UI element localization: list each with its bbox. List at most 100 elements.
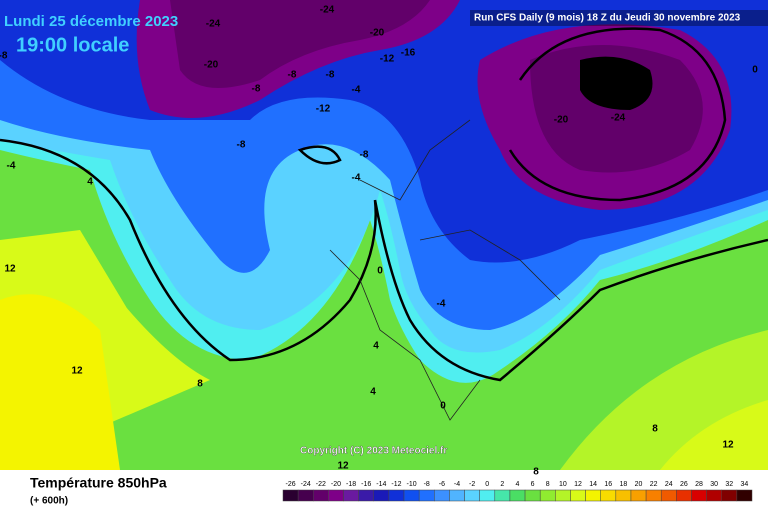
scale-cell bbox=[403, 489, 420, 502]
scale-cell bbox=[706, 489, 722, 502]
scale-label: 14 bbox=[589, 481, 597, 488]
scale-label: -14 bbox=[376, 481, 386, 488]
scale-cell bbox=[721, 489, 738, 502]
scale-cell bbox=[585, 489, 601, 502]
contour-label: -28 bbox=[603, 75, 618, 86]
scale-label: 28 bbox=[695, 481, 703, 488]
run-box bbox=[470, 10, 768, 26]
scale-cell bbox=[343, 489, 359, 502]
scale-cell bbox=[539, 489, 556, 502]
scale-cell bbox=[464, 489, 480, 502]
scale-cell bbox=[615, 489, 632, 502]
contour-label: 0 bbox=[440, 401, 446, 412]
contour-label: -20 bbox=[370, 28, 385, 39]
scale-label: -8 bbox=[424, 481, 430, 488]
contour-label: 0 bbox=[752, 65, 758, 76]
scale-label: 6 bbox=[531, 481, 535, 488]
scale-cell bbox=[373, 489, 390, 502]
contour-label: 0 bbox=[377, 266, 383, 277]
footer-title: Température 850hPa bbox=[30, 475, 167, 491]
scale-label: 20 bbox=[635, 481, 643, 488]
scale-label: -24 bbox=[301, 481, 311, 488]
scale-cell bbox=[449, 489, 465, 502]
contour-label: -8 bbox=[360, 150, 369, 161]
scale-cell bbox=[297, 489, 314, 502]
contour-label: -24 bbox=[320, 5, 335, 16]
contour-label: 12 bbox=[337, 461, 349, 472]
contour-label: -24 bbox=[611, 113, 626, 124]
scale-label: 32 bbox=[725, 481, 733, 488]
contour-label: -12 bbox=[380, 54, 395, 65]
scale-cell bbox=[418, 489, 435, 502]
scale-cell bbox=[736, 489, 753, 502]
contour-label: 12 bbox=[71, 366, 83, 377]
scale-label: 0 bbox=[485, 481, 489, 488]
scale-cell bbox=[660, 489, 677, 502]
scale-label: 26 bbox=[680, 481, 688, 488]
scale-label: 18 bbox=[620, 481, 628, 488]
contour-label: -8 bbox=[0, 51, 8, 62]
scale-cell bbox=[524, 489, 541, 502]
contour-label: -8 bbox=[288, 70, 297, 81]
scale-cell bbox=[509, 489, 526, 502]
contour-label: -8 bbox=[326, 70, 335, 81]
map-field bbox=[0, 0, 768, 470]
contour-label: -16 bbox=[401, 48, 416, 59]
scale-label: 4 bbox=[516, 481, 520, 488]
contour-label: -20 bbox=[554, 115, 569, 126]
scale-cell bbox=[555, 489, 571, 502]
footer-lead: (+ 600h) bbox=[30, 496, 68, 507]
contour-label: -8 bbox=[237, 140, 246, 151]
scale-cell bbox=[358, 489, 375, 502]
copyright: Copyright (C) 2023 Meteociel.fr bbox=[300, 446, 447, 457]
contour-label: -24 bbox=[206, 19, 221, 30]
scale-label: 30 bbox=[710, 481, 718, 488]
contour-label: -4 bbox=[7, 161, 16, 172]
time-label: 19:00 locale bbox=[16, 34, 129, 56]
contour-label: 4 bbox=[87, 177, 93, 188]
scale-label: 12 bbox=[574, 481, 582, 488]
scale-label: -26 bbox=[286, 481, 296, 488]
contour-label: 12 bbox=[4, 264, 16, 275]
contour-label: -12 bbox=[316, 104, 331, 115]
scale-cell bbox=[691, 489, 707, 502]
scale-label: -18 bbox=[346, 481, 356, 488]
scale-cell bbox=[282, 489, 299, 502]
scale-label: -12 bbox=[391, 481, 401, 488]
scale-cell bbox=[645, 489, 662, 502]
contour-label: -4 bbox=[437, 299, 446, 310]
scale-label: -16 bbox=[361, 481, 371, 488]
scale-label: 10 bbox=[559, 481, 567, 488]
contour-label: -4 bbox=[352, 173, 361, 184]
scale-label: -22 bbox=[316, 481, 326, 488]
contour-label: 8 bbox=[197, 379, 203, 390]
scale-cell bbox=[434, 489, 450, 502]
scale-cell bbox=[570, 489, 586, 502]
contour-label: 8 bbox=[652, 424, 658, 435]
contour-label: 12 bbox=[722, 440, 734, 451]
contour-label: 4 bbox=[370, 387, 376, 398]
scale-label: 8 bbox=[546, 481, 550, 488]
contour-label: -20 bbox=[204, 60, 219, 71]
scale-label: -20 bbox=[331, 481, 341, 488]
scale-cell bbox=[630, 489, 647, 502]
scale-cell bbox=[676, 489, 692, 502]
scale-label: -6 bbox=[439, 481, 445, 488]
scale-label: 22 bbox=[650, 481, 658, 488]
scale-label: -4 bbox=[454, 481, 460, 488]
contour-label: -4 bbox=[352, 85, 361, 96]
scale-label: 16 bbox=[604, 481, 612, 488]
scale-label: 2 bbox=[500, 481, 504, 488]
contour-label: 8 bbox=[533, 467, 539, 478]
scale-label: 24 bbox=[665, 481, 673, 488]
scale-cell bbox=[328, 489, 344, 502]
scale-label: 34 bbox=[741, 481, 749, 488]
run-label: Run CFS Daily (9 mois) 18 Z du Jeudi 30 … bbox=[474, 13, 741, 24]
scale-cell bbox=[494, 489, 511, 502]
contour-label: -8 bbox=[252, 84, 261, 95]
scale-cell bbox=[388, 489, 405, 502]
scale-label: -10 bbox=[407, 481, 417, 488]
scale-cell bbox=[600, 489, 617, 502]
contour-label: 4 bbox=[373, 341, 379, 352]
scale-label: -2 bbox=[469, 481, 475, 488]
